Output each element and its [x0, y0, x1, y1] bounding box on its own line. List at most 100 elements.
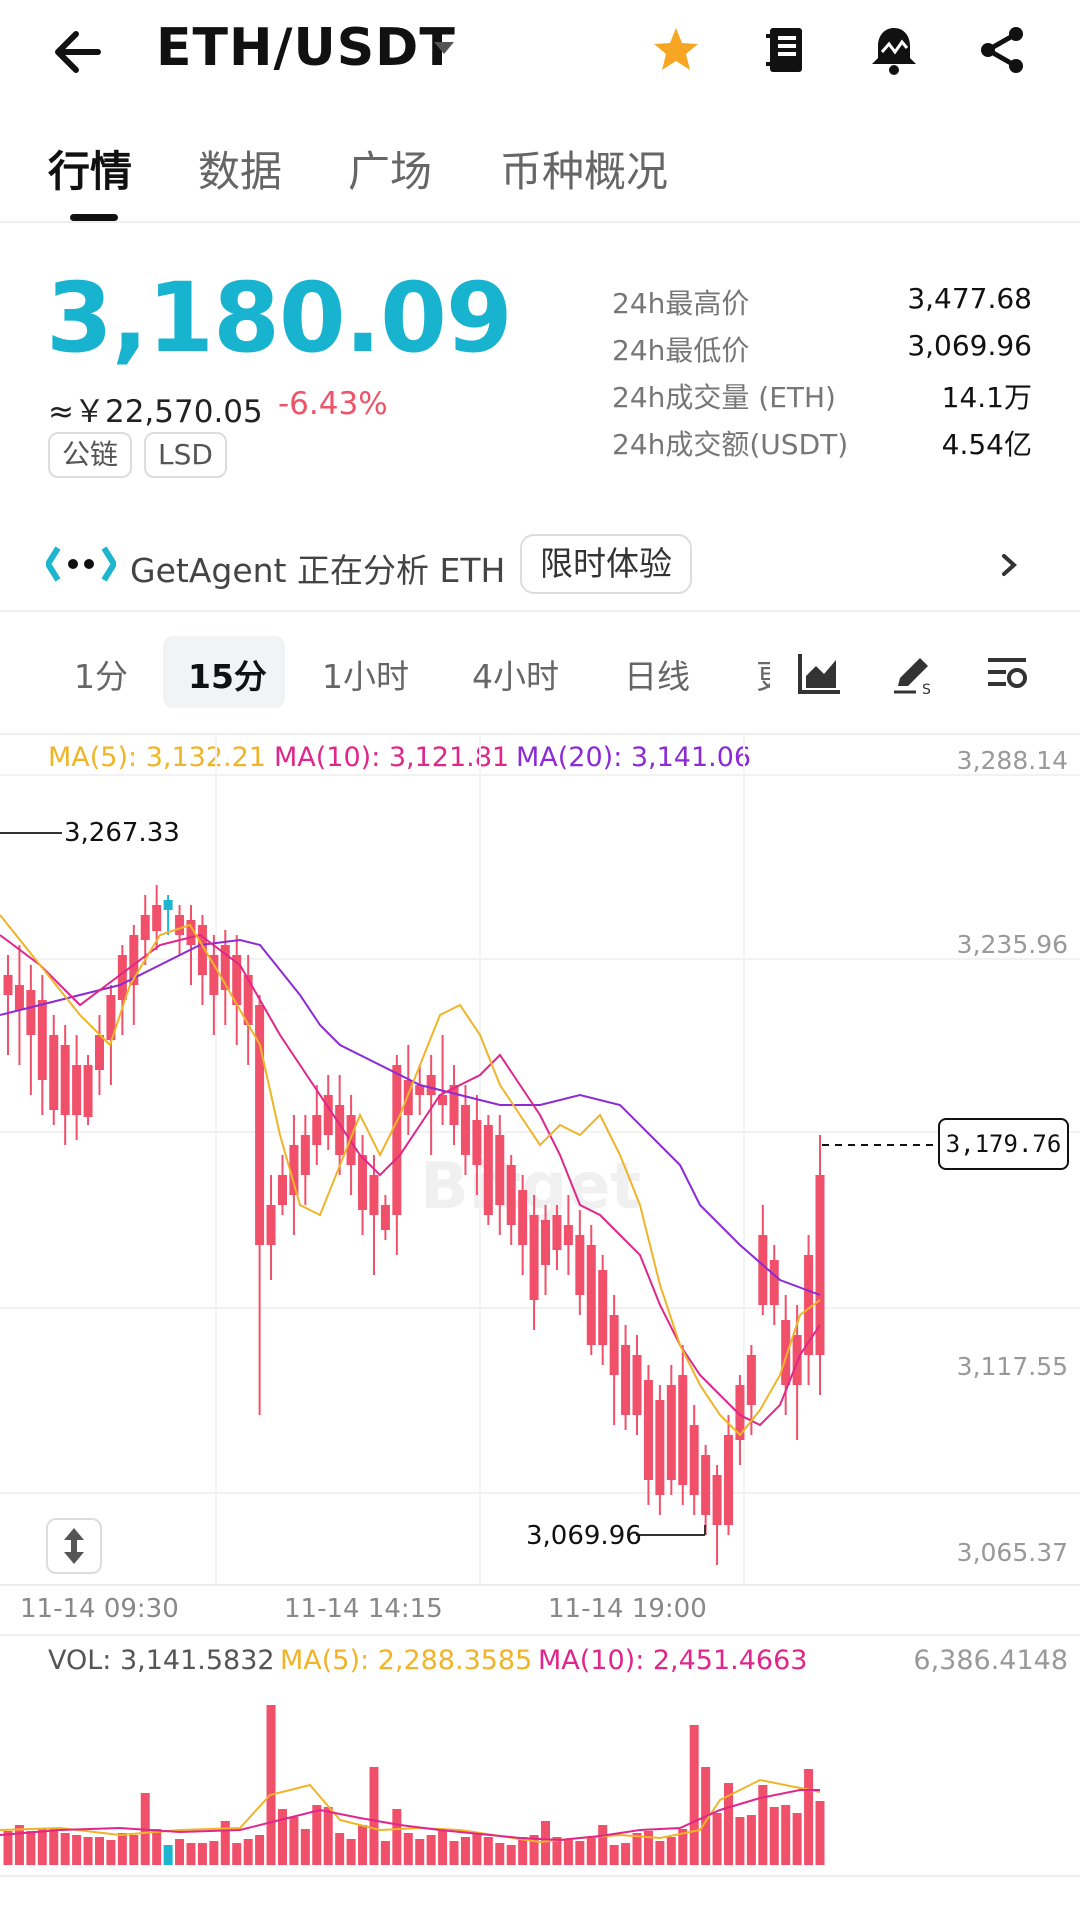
candles — [3, 885, 825, 1565]
getagent-banner[interactable]: GetAgent 正在分析 ETH 限时体验 — [0, 530, 1080, 600]
stat-label: 24h成交额(USDT) — [612, 428, 849, 461]
candle-body — [495, 1135, 505, 1205]
back-arrow-icon[interactable] — [48, 22, 108, 82]
candlestick-chart[interactable]: 3,288.14 3,235.96 3,117.55 3,065.37 — [0, 735, 1080, 1595]
interval-1h[interactable]: 1小时 — [322, 657, 409, 696]
candle-body — [403, 1080, 413, 1115]
low-marker-label: 3,069.96 — [526, 1521, 642, 1551]
alert-bell-icon[interactable] — [866, 22, 922, 78]
tab-coin-overview[interactable]: 币种概况 — [500, 147, 669, 196]
indicator-settings-icon[interactable] — [984, 650, 1030, 696]
volume-bar — [724, 1783, 734, 1865]
candle-body — [37, 1000, 47, 1080]
ma5-line — [0, 914, 821, 1437]
interval-15m[interactable]: 15分 — [188, 657, 267, 696]
volume-bar — [506, 1845, 516, 1865]
candle-body — [152, 905, 162, 931]
interval-more[interactable]: 更 — [756, 650, 770, 698]
stat-value: 4.54亿 — [941, 428, 1032, 461]
interval-4h[interactable]: 4小时 — [472, 657, 559, 696]
volume-bar — [220, 1821, 230, 1865]
volume-ma5-line — [0, 1778, 821, 1844]
top-bar: ETH/USDT — [0, 0, 1080, 100]
candle-body — [186, 920, 196, 945]
volume-bar — [781, 1805, 791, 1865]
tag-public-chain[interactable]: 公链 — [48, 432, 133, 478]
stat-label: 24h成交量 (ETH) — [612, 381, 836, 414]
candle-body — [197, 925, 207, 975]
candle-body — [106, 995, 116, 1040]
volume-bar — [83, 1837, 93, 1865]
candle-body — [49, 1035, 59, 1110]
volume-bar — [563, 1839, 573, 1865]
last-price: 3,180.09 — [46, 262, 513, 374]
chart-type-icon[interactable] — [796, 650, 842, 696]
notebook-icon[interactable] — [758, 22, 814, 78]
volume-bar — [117, 1833, 127, 1865]
volume-bar — [129, 1835, 139, 1865]
volume-max-label: 6,386.4148 — [913, 1645, 1068, 1676]
candle-body — [243, 975, 253, 1025]
interval-1m[interactable]: 1分 — [74, 657, 128, 696]
candle-body — [117, 955, 127, 1000]
candle-body — [255, 1005, 265, 1245]
candle-body — [483, 1125, 493, 1215]
tab-market[interactable]: 行情 — [48, 147, 133, 196]
volume-ma10-legend: MA(10): 2,451.4663 — [538, 1645, 808, 1676]
pair-title[interactable]: ETH/USDT — [156, 18, 456, 78]
candle-body — [26, 990, 36, 1035]
tab-square[interactable]: 广场 — [348, 147, 433, 196]
volume-bars — [3, 1705, 825, 1865]
expand-vertical-icon — [64, 1528, 84, 1564]
volume-bar — [518, 1837, 528, 1865]
getagent-text: GetAgent 正在分析 ETH — [130, 551, 506, 590]
ma20-line — [0, 938, 821, 1296]
volume-bar — [460, 1837, 470, 1865]
volume-bar — [392, 1809, 402, 1865]
volume-bar — [323, 1807, 333, 1865]
volume-bar — [529, 1835, 539, 1865]
volume-bar — [14, 1825, 24, 1865]
candle-body — [94, 1035, 104, 1070]
volume-bar — [369, 1767, 379, 1865]
share-icon[interactable] — [974, 22, 1030, 78]
volume-bar — [586, 1837, 596, 1865]
candle-body — [175, 915, 185, 935]
divider — [0, 221, 1080, 223]
trial-button[interactable]: 限时体验 — [520, 534, 692, 594]
candle-body — [701, 1455, 711, 1515]
interval-day[interactable]: 日线 — [624, 657, 690, 696]
candle-body — [266, 1205, 276, 1245]
volume-bar — [746, 1815, 756, 1865]
draw-pen-icon[interactable]: S — [890, 650, 936, 696]
candle-body — [129, 935, 139, 985]
volume-bar — [346, 1839, 356, 1865]
tab-data[interactable]: 数据 — [198, 147, 283, 196]
candle-body — [804, 1255, 814, 1355]
volume-bar — [335, 1833, 345, 1865]
candle-body — [632, 1355, 642, 1415]
tag-lsd[interactable]: LSD — [144, 432, 227, 478]
volume-bar — [483, 1837, 493, 1865]
volume-chart[interactable] — [0, 1680, 1080, 1900]
bitget-watermark: Bitget — [420, 1150, 642, 1224]
interval-bar: 1分 15分 1小时 4小时 日线 更 S — [0, 632, 1080, 712]
chevron-right-icon[interactable] — [996, 550, 1022, 580]
svg-text:S: S — [922, 682, 931, 696]
volume-bar — [609, 1845, 619, 1865]
volume-bar — [689, 1725, 699, 1865]
volume-bar — [197, 1843, 207, 1865]
volume-legend: VOL: 3,141.5832 — [48, 1645, 275, 1676]
volume-ma10-line — [0, 1789, 820, 1842]
candle-body — [712, 1475, 722, 1525]
volume-bar — [403, 1833, 413, 1865]
star-icon[interactable] — [648, 22, 704, 78]
candle-body — [529, 1215, 539, 1300]
volume-bar — [72, 1835, 82, 1865]
resize-chart-button[interactable] — [46, 1518, 102, 1574]
volume-bar — [666, 1837, 676, 1865]
y-axis-label: 3,117.55 — [957, 1352, 1068, 1381]
caret-down-icon[interactable] — [432, 38, 456, 58]
divider — [0, 610, 1080, 612]
volume-bar — [243, 1839, 253, 1865]
